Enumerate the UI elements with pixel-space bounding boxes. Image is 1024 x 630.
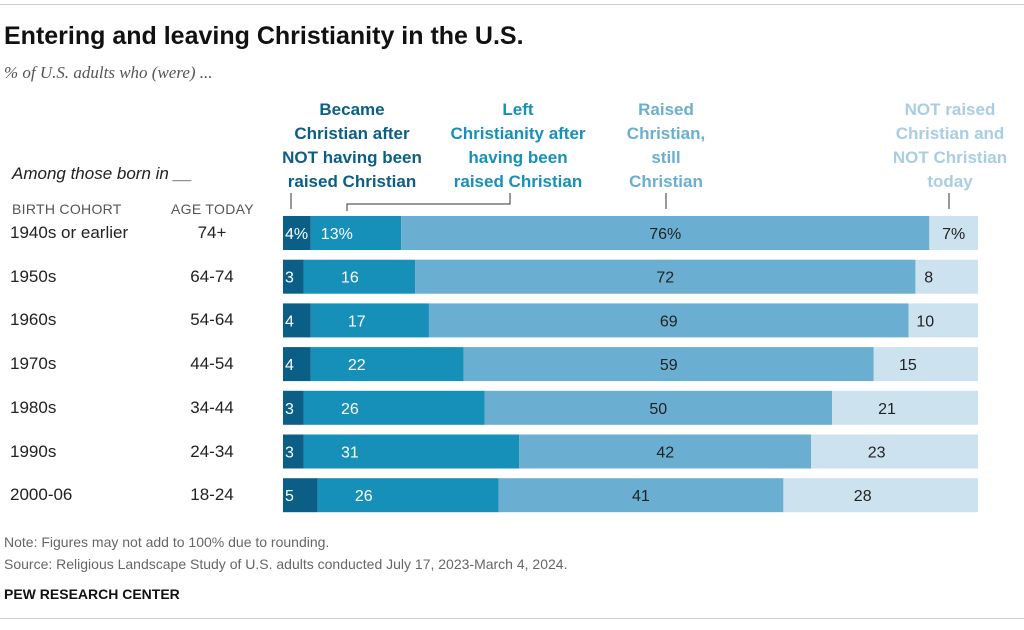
birth-cohort-label: 1970s — [10, 354, 57, 374]
data-label-became-christian: 4 — [285, 357, 294, 374]
data-label-became-christian: 5 — [285, 488, 294, 505]
bar-left-christianity — [310, 347, 464, 382]
birth-cohort-label: 1980s — [10, 397, 57, 417]
data-label-not-christian: 28 — [854, 488, 872, 505]
age-today-label: 18-24 — [190, 485, 234, 505]
organization-name: PEW RESEARCH CENTER — [4, 586, 180, 602]
among-label: Among those born in __ — [12, 164, 193, 183]
bar-not-christian — [783, 478, 978, 513]
birth-cohort-label: 1940s or earlier — [10, 223, 129, 242]
data-label-became-christian: 4% — [285, 226, 308, 243]
data-label-left-christianity: 26 — [355, 488, 373, 505]
data-label-still-christian: 50 — [649, 401, 667, 418]
bar-still-christian — [463, 347, 874, 382]
birth-cohort-label: 2000-06 — [10, 485, 73, 505]
bar-not-christian — [832, 390, 978, 425]
header-still-christian: Raised Christian, still Christian — [626, 100, 706, 191]
bar-left-christianity — [303, 259, 416, 294]
age-today-label: 54-64 — [190, 310, 234, 330]
footnote: Note: Figures may not add to 100% due to… — [4, 534, 330, 550]
data-label-not-christian: 10 — [916, 313, 934, 330]
bar-became-christian — [283, 259, 304, 294]
source-note: Source: Religious Landscape Study of U.S… — [4, 556, 568, 572]
bar-became-christian — [283, 216, 311, 250]
bar-became-christian — [283, 478, 318, 513]
bar-became-christian — [283, 434, 304, 469]
bar-still-christian — [428, 303, 909, 338]
data-label-still-christian: 59 — [660, 357, 678, 374]
data-label-became-christian: 3 — [285, 401, 294, 418]
data-label-not-christian: 8 — [924, 270, 933, 287]
data-label-became-christian: 3 — [285, 445, 294, 462]
birth-cohort-header: BIRTH COHORT — [12, 201, 122, 217]
header-leader-lines — [290, 193, 950, 211]
data-label-still-christian: 69 — [660, 313, 678, 330]
leader-left-christianity — [346, 193, 511, 211]
chart-title: Entering and leaving Christianity in the… — [4, 22, 524, 50]
data-label-still-christian: 41 — [632, 488, 650, 505]
data-label-left-christianity: 31 — [341, 445, 359, 462]
bar-left-christianity — [303, 434, 520, 469]
data-label-left-christianity: 26 — [341, 401, 359, 418]
bar-became-christian — [283, 347, 311, 382]
chart-subtitle: % of U.S. adults who (were) ... — [4, 63, 213, 82]
age-today-label: 24-34 — [190, 441, 234, 461]
birth-cohort-label: 1950s — [10, 266, 57, 286]
age-today-label: 74+ — [197, 223, 227, 242]
birth-cohort-label: 1960s — [10, 310, 57, 330]
header-left-christianity: Left Christianity after having been raised … — [450, 100, 586, 191]
header-not-christian: NOT raised Christian and NOT Christian toda… — [892, 100, 1008, 191]
bar-still-christian — [401, 216, 930, 250]
bar-not-christian — [811, 434, 978, 469]
data-label-still-christian: 42 — [656, 445, 674, 462]
bar-left-christianity — [303, 390, 485, 425]
bar-still-christian — [415, 259, 916, 294]
data-label-left-christianity: 22 — [348, 357, 366, 374]
data-label-not-christian: 15 — [899, 357, 917, 374]
bars-group: 4% 13% 76% 7% 3 16 72 8 4 17 69 10 4 22 59 15 3 26 50 21 3 31… — [283, 216, 978, 513]
top-rule — [0, 4, 1024, 5]
data-label-still-christian: 76% — [649, 226, 681, 243]
bar-not-christian — [915, 259, 978, 294]
data-label-left-christianity: 16 — [341, 270, 359, 287]
bar-still-christian — [498, 478, 784, 513]
age-today-label: 44-54 — [190, 354, 234, 374]
bar-not-christian — [873, 347, 978, 382]
age-today-header: AGE TODAY — [171, 201, 254, 217]
data-label-not-christian: 21 — [878, 401, 896, 418]
bottom-rule — [0, 618, 1024, 619]
bar-became-christian — [283, 303, 311, 338]
age-today-label: 34-44 — [190, 397, 234, 417]
data-label-left-christianity: 17 — [348, 313, 366, 330]
bar-not-christian — [908, 303, 978, 338]
data-label-not-christian: 7% — [942, 226, 965, 243]
bar-still-christian — [484, 390, 833, 425]
bar-left-christianity — [310, 303, 429, 338]
age-today-label: 64-74 — [190, 266, 234, 286]
bar-left-christianity — [310, 216, 402, 250]
bar-still-christian — [519, 434, 812, 469]
data-label-became-christian: 3 — [285, 270, 294, 287]
bar-left-christianity — [317, 478, 499, 513]
bar-not-christian — [929, 216, 978, 250]
data-label-left-christianity: 13% — [321, 226, 353, 243]
data-label-not-christian: 23 — [868, 445, 886, 462]
header-became-christian: Became Christian after NOT having been rais… — [282, 100, 422, 191]
birth-cohort-label: 1990s — [10, 441, 57, 461]
data-label-still-christian: 72 — [656, 270, 674, 287]
bar-became-christian — [283, 390, 304, 425]
data-label-became-christian: 4 — [285, 313, 294, 330]
